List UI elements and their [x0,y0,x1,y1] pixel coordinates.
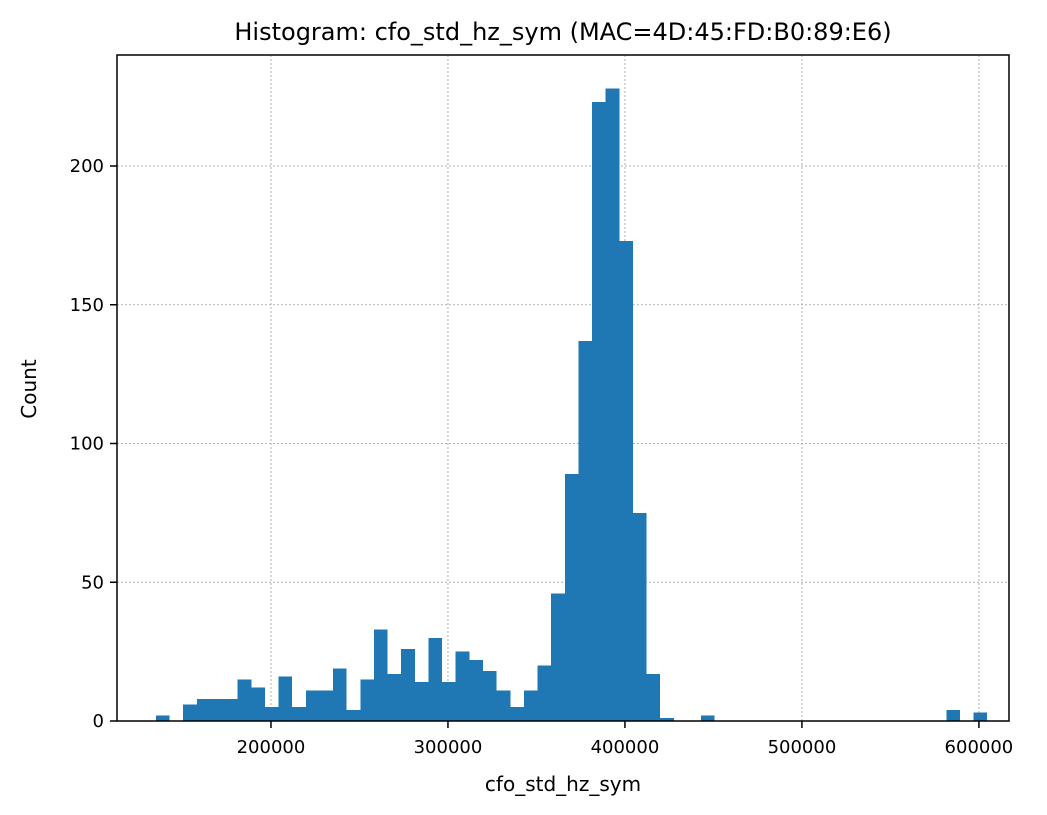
x-axis-label: cfo_std_hz_sym [485,772,641,796]
histogram-bar-60 [973,712,988,721]
histogram-bar-36 [646,673,661,721]
histogram-bar-16 [373,629,388,721]
histogram-bar-12 [319,690,334,721]
histogram-bar-6 [237,679,252,721]
histogram-bar-17 [387,673,402,721]
histogram-bar-2 [183,704,197,721]
histogram-bar-34 [619,240,633,722]
histogram-bar-40 [701,715,715,721]
histogram-bar-14 [346,709,361,721]
histogram-bar-28 [537,665,552,721]
histogram-bar-8 [264,707,279,721]
x-tick-label-4: 600000 [945,737,1014,758]
histogram-bar-30 [564,474,579,721]
y-axis-label: Count [17,359,41,419]
histogram-bar-10 [292,707,306,721]
histogram-bar-26 [510,707,524,721]
histogram-bar-5 [224,698,238,721]
histogram-bar-24 [483,671,497,721]
histogram-bar-32 [592,102,606,722]
x-tick-label-2: 400000 [591,737,660,758]
histogram-bar-19 [414,682,429,721]
x-tick-label-1: 300000 [414,737,483,758]
histogram-bar-33 [605,88,620,722]
histogram-bar-13 [333,668,347,721]
histogram-bar-35 [632,512,647,721]
histogram-bar-15 [360,679,374,721]
y-tick-label-3: 150 [70,295,104,316]
y-tick-label-1: 50 [81,572,104,593]
y-tick-label-2: 100 [70,434,104,455]
histogram-bar-20 [428,637,443,721]
histogram-bar-58 [946,709,960,721]
axes: 200000 300000 400000 500000 600000 0 50 100 150 2… [70,54,1014,758]
histogram-bar-18 [401,648,415,721]
histogram-bar-11 [305,690,320,721]
y-tick-label-4: 200 [70,156,104,177]
histogram-bar-25 [496,690,511,721]
histogram-bar-29 [551,593,565,721]
x-tick-label-3: 500000 [768,737,837,758]
histogram-bar-21 [442,682,456,721]
histogram-bars [155,88,988,722]
y-tick-label-0: 0 [93,711,104,732]
histogram-bar-22 [455,651,470,721]
chart-title: Histogram: cfo_std_hz_sym (MAC=4D:45:FD:… [234,18,891,46]
plot-frame [116,54,1010,722]
histogram-bar-3 [196,698,211,721]
histogram-bar-7 [251,687,265,721]
x-tick-label-0: 200000 [237,737,306,758]
histogram-bar-4 [210,698,225,721]
histogram-bar-23 [469,659,484,721]
histogram-bar-31 [578,340,593,721]
histogram-bar-27 [523,690,538,721]
histogram-bar-37 [660,718,674,721]
histogram-bar-9 [278,676,293,721]
histogram-bar-0 [155,715,170,721]
